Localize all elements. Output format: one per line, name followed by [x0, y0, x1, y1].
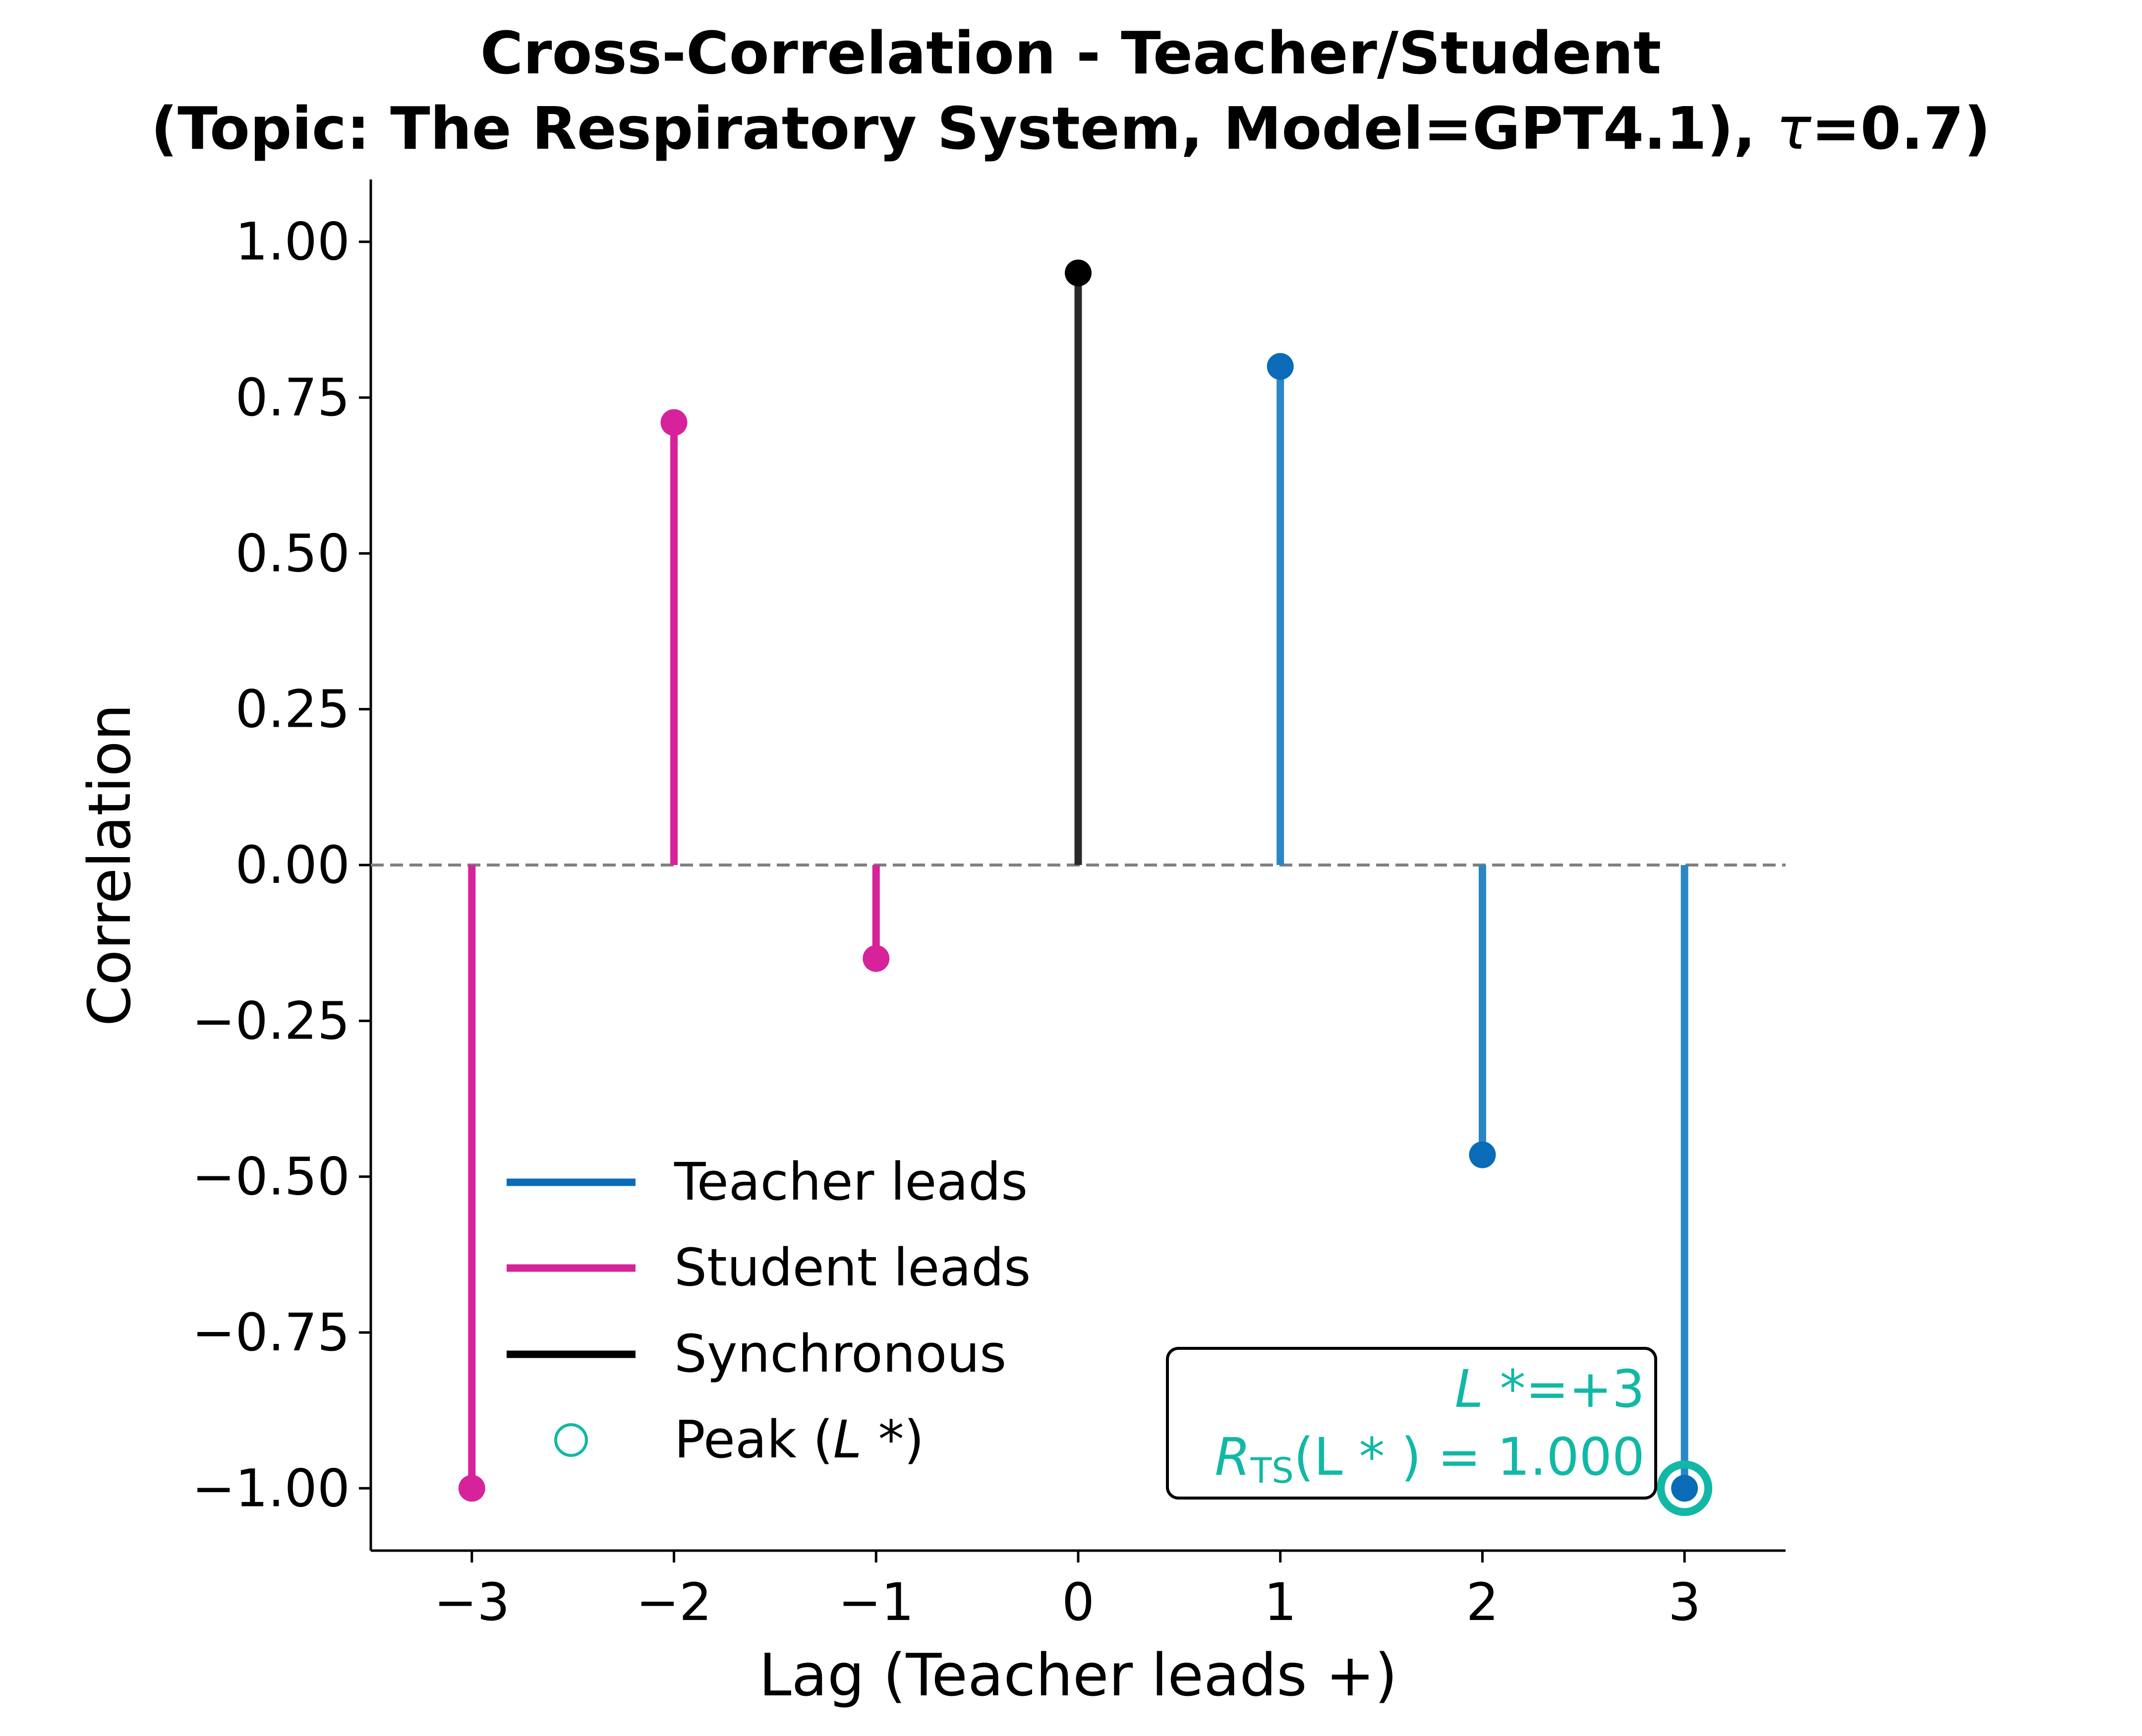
legend-item-synchronous: Synchronous — [507, 1324, 1006, 1384]
annotation-r-subscript: TS — [1250, 1450, 1294, 1491]
y-tick-label: 0.00 — [235, 835, 350, 895]
y-tick-label: 0.50 — [235, 523, 350, 583]
stem-marker-teacher — [1469, 1141, 1496, 1168]
stem-marker-teacher — [1267, 353, 1294, 380]
legend-label-teacher: Teacher leads — [674, 1152, 1028, 1212]
annotation-lag-symbol: L * — [1455, 1359, 1526, 1419]
y-tick-label: 0.75 — [235, 367, 350, 428]
annotation-r-value: 1.000 — [1497, 1427, 1645, 1487]
x-tick-label: 3 — [1668, 1572, 1701, 1632]
legend-item-teacher-leads: Teacher leads — [507, 1152, 1028, 1212]
legend-peak-text-pre: Peak ( — [674, 1409, 833, 1470]
legend-peak-math: L * — [833, 1409, 904, 1470]
chart-title-line-2: (Topic: The Respiratory System, Model=GP… — [151, 94, 1990, 163]
legend-peak-text-post: ) — [904, 1409, 925, 1470]
annotation-r-symbol: R — [1215, 1427, 1250, 1487]
x-axis-label: Lag (Teacher leads +) — [759, 1641, 1397, 1709]
annotation-lag-value: =+3 — [1526, 1359, 1645, 1419]
peak-annotation: L *=+3 RTS(L * ) = 1.000 — [1166, 1347, 1657, 1500]
legend-label-student: Student leads — [674, 1237, 1031, 1298]
y-axis-ticks: 1.00 0.75 0.50 0.25 0.00 −0.25 −0.50 −0.75 −1.00 — [192, 212, 371, 1518]
annotation-peak-value: RTS(L * ) = 1.000 — [1215, 1427, 1645, 1491]
annotation-box — [1166, 1347, 1657, 1500]
y-tick-label: −0.50 — [192, 1147, 350, 1207]
title-tau-value: =0.7) — [1811, 94, 1991, 163]
legend-item-student-leads: Student leads — [507, 1237, 1031, 1298]
peak-marker-ring — [1657, 1460, 1713, 1516]
x-tick-label: −2 — [636, 1572, 712, 1632]
x-tick-label: −3 — [434, 1572, 510, 1632]
y-tick-label: −0.25 — [192, 990, 350, 1051]
title-tau-symbol: τ — [1776, 94, 1812, 163]
x-tick-label: −1 — [838, 1572, 914, 1632]
stem-marker-teacher — [1671, 1475, 1698, 1502]
y-tick-label: −0.75 — [192, 1302, 350, 1363]
x-axis-ticks: −3 −2 −1 0 1 2 3 — [434, 1551, 1701, 1632]
stem-marker-student — [863, 945, 890, 972]
stem-series — [458, 259, 1713, 1516]
y-tick-label: 0.25 — [235, 679, 350, 740]
annotation-r-args: (L * ) = — [1294, 1427, 1497, 1487]
chart-title-line-1: Cross-Correlation - Teacher/Student — [480, 19, 1662, 87]
stem-marker-student — [458, 1475, 485, 1502]
y-tick-label: 1.00 — [235, 212, 350, 272]
legend-item-peak: Peak (L *) — [554, 1409, 924, 1470]
stem-marker-student — [660, 409, 688, 436]
legend-peak-circle-icon — [554, 1423, 588, 1457]
x-tick-label: 2 — [1466, 1572, 1499, 1632]
y-axis-label: Correlation — [75, 704, 144, 1027]
legend-label-synchronous: Synchronous — [674, 1324, 1006, 1384]
stem-marker-sync — [1065, 259, 1092, 287]
x-tick-label: 0 — [1062, 1572, 1095, 1632]
x-tick-label: 1 — [1264, 1572, 1297, 1632]
legend: Teacher leads Student leads Synchronous … — [507, 1152, 1031, 1470]
legend-label-peak: Peak (L *) — [674, 1409, 924, 1470]
annotation-lag: L *=+3 — [1455, 1359, 1645, 1419]
y-tick-label: −1.00 — [192, 1458, 350, 1518]
title-topic-text: (Topic: The Respiratory System, Model=GP… — [151, 94, 1776, 163]
